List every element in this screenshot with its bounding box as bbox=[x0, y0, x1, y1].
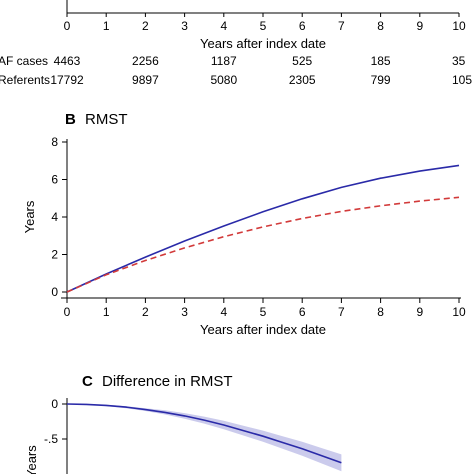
risk-table-cell: 4463 bbox=[54, 54, 81, 68]
panel-c-y-tick-label: 0 bbox=[51, 397, 58, 411]
panel-c: C Difference in RMST 0 -.5 Years bbox=[24, 373, 342, 474]
risk-table-cell: 9897 bbox=[132, 73, 159, 87]
risk-table-cell: 35 bbox=[452, 54, 466, 68]
risk-table-row-label: Referents bbox=[0, 73, 50, 87]
panel-a: 0 1 2 3 4 5 6 7 8 9 10 Years after index date AF cas… bbox=[0, 0, 472, 87]
panel-b-x-tick-label: 3 bbox=[181, 305, 188, 319]
panel-a-x-tick-label: 3 bbox=[181, 19, 188, 33]
panel-b-x-tick-label: 0 bbox=[64, 305, 71, 319]
risk-table-cell: 2256 bbox=[132, 54, 159, 68]
panel-b-series-line-dashed bbox=[66, 196, 460, 293]
risk-table-row-label: AF cases bbox=[0, 54, 48, 68]
panel-b-y-tick-label: 0 bbox=[51, 285, 58, 299]
panel-b-y-tick-label: 2 bbox=[51, 248, 58, 262]
panel-a-x-tick-label: 5 bbox=[260, 19, 267, 33]
panel-c-title: Difference in RMST bbox=[102, 373, 233, 390]
risk-table-cell: 185 bbox=[371, 54, 391, 68]
panel-b-x-tick-label: 7 bbox=[338, 305, 345, 319]
panel-b-x-tick-label: 5 bbox=[260, 305, 267, 319]
panel-a-x-tick-label: 4 bbox=[220, 19, 227, 33]
panel-b-label: B bbox=[65, 111, 76, 128]
panel-a-x-tick-label: 7 bbox=[338, 19, 345, 33]
panel-b-series-line-solid bbox=[66, 164, 460, 293]
panel-b-x-tick-label: 9 bbox=[416, 305, 423, 319]
panel-b-x-tick-label: 8 bbox=[377, 305, 384, 319]
panel-a-x-tick-label: 0 bbox=[64, 19, 71, 33]
panel-b-x-axis-label: Years after index date bbox=[200, 322, 326, 337]
panel-c-difference-line bbox=[66, 403, 342, 464]
panel-b: B RMST 0 2 4 6 8 0 1 2 3 4 5 6 7 8 9 10 Years after inde… bbox=[22, 111, 466, 337]
panel-b-x-tick-label: 1 bbox=[103, 305, 110, 319]
risk-table-cell: 105 bbox=[452, 73, 472, 87]
panel-c-y-axis-label: Years bbox=[24, 445, 39, 474]
panel-a-x-tick-label: 8 bbox=[377, 19, 384, 33]
panel-b-y-tick-label: 8 bbox=[51, 135, 58, 149]
panel-b-y-axis-label: Years bbox=[22, 200, 37, 233]
panel-b-x-tick-label: 4 bbox=[220, 305, 227, 319]
panel-a-x-tick-label: 9 bbox=[416, 19, 423, 33]
panel-a-x-tick-label: 2 bbox=[142, 19, 149, 33]
panel-b-y-tick-label: 4 bbox=[51, 210, 58, 224]
risk-table-cell: 1187 bbox=[211, 54, 237, 68]
risk-table-cell: 17792 bbox=[50, 73, 84, 87]
panel-a-x-tick-label: 1 bbox=[103, 19, 110, 33]
risk-table-cell: 799 bbox=[371, 73, 391, 87]
panel-a-x-tick-label: 6 bbox=[299, 19, 306, 33]
panel-b-title: RMST bbox=[85, 111, 128, 128]
panel-a-x-tick-label: 10 bbox=[452, 19, 466, 33]
risk-table-cell: 2305 bbox=[289, 73, 316, 87]
panel-a-x-axis-label: Years after index date bbox=[200, 36, 326, 51]
panel-b-x-tick-label: 6 bbox=[299, 305, 306, 319]
panel-c-y-tick-label: -.5 bbox=[44, 432, 58, 446]
panel-b-x-tick-label: 10 bbox=[452, 305, 466, 319]
panel-b-x-tick-label: 2 bbox=[142, 305, 149, 319]
panel-b-y-tick-label: 6 bbox=[51, 173, 58, 187]
risk-table-cell: 525 bbox=[292, 54, 312, 68]
risk-table-cell: 5080 bbox=[210, 73, 237, 87]
panel-c-label: C bbox=[82, 373, 93, 390]
panel-c-confidence-band bbox=[67, 404, 342, 472]
